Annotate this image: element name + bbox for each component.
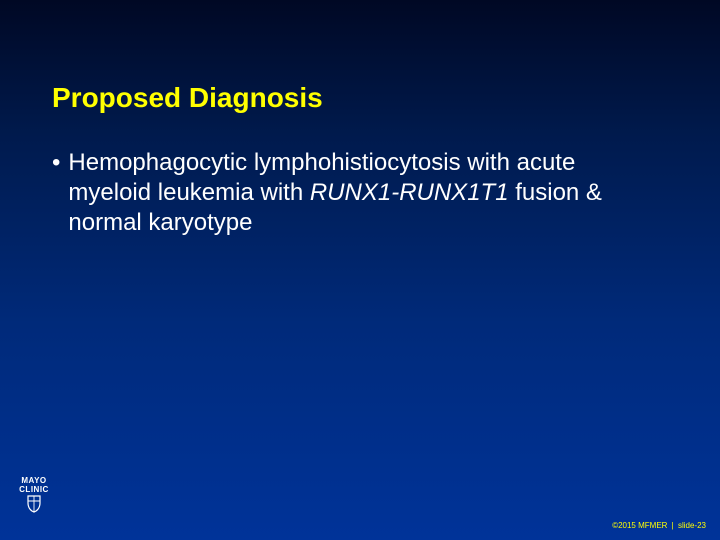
bullet-item: • Hemophagocytic lymphohistiocytosis wit… — [52, 148, 662, 238]
footer-copyright: ©2015 MFMER — [612, 521, 667, 530]
logo-text-line1: MAYO — [14, 476, 54, 485]
footer: ©2015 MFMER | slide-23 — [612, 521, 706, 530]
mayo-clinic-logo: MAYO CLINIC — [14, 476, 54, 518]
bullet-text: Hemophagocytic lymphohistiocytosis with … — [68, 148, 662, 238]
footer-separator: | — [672, 521, 674, 530]
footer-slide-number: slide-23 — [678, 521, 706, 530]
shield-icon — [26, 495, 42, 513]
logo-text-line2: CLINIC — [14, 485, 54, 494]
slide-title: Proposed Diagnosis — [52, 82, 323, 114]
bullet-gene-italic: RUNX1-RUNX1T1 — [310, 179, 509, 206]
bullet-marker: • — [52, 148, 60, 178]
